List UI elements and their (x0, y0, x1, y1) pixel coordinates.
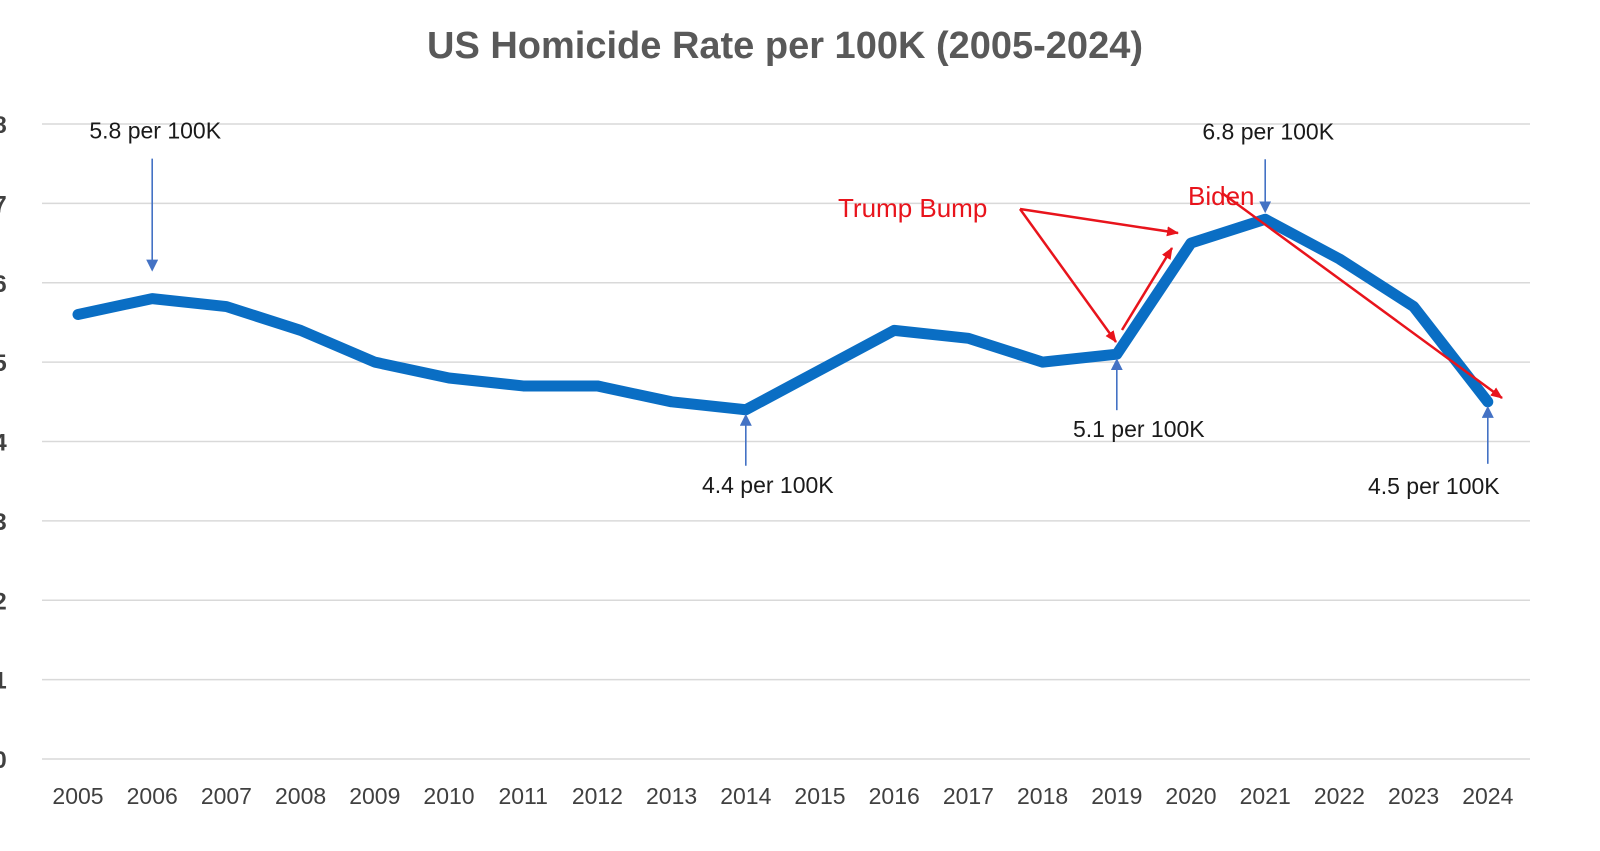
x-tick-label: 2024 (1462, 783, 1513, 809)
data-point (967, 337, 970, 340)
data-point (1041, 361, 1044, 364)
data-point (1190, 242, 1192, 245)
x-tick-label: 2012 (572, 783, 623, 809)
grid-lines (42, 123, 1530, 760)
trump-bump-annotation: Trump Bump (838, 193, 1179, 343)
data-point (1412, 305, 1415, 308)
data-point (299, 329, 302, 332)
x-tick-label: 2015 (794, 783, 845, 809)
annotation-layer: 5.8 per 100K 4.4 per 100K 5.1 per 100K 6.8 … (89, 118, 1500, 499)
x-axis-ticks: 2005 2006 2007 2008 2009 2010 2011 2012 2013 2014… (52, 783, 1513, 809)
y-axis-ticks: 0 1 2 3 4 5 6 7 8 (0, 112, 7, 774)
data-point (819, 369, 821, 372)
trump-bump-arrow-3 (1120, 247, 1174, 331)
data-point (1338, 257, 1341, 260)
data-point (744, 408, 747, 411)
x-tick-label: 2021 (1240, 783, 1291, 809)
biden-annotation: Biden (1188, 181, 1503, 400)
data-point (893, 329, 896, 332)
data-point (225, 305, 228, 308)
data-point (373, 361, 376, 364)
y-tick-label: 8 (0, 112, 7, 139)
x-tick-label: 2013 (646, 783, 697, 809)
data-point (448, 377, 450, 379)
annotation-label: 4.4 per 100K (702, 472, 834, 498)
x-tick-label: 2016 (869, 783, 920, 809)
series-layer (72, 213, 1494, 416)
x-tick-label: 2019 (1091, 783, 1142, 809)
x-tick-label: 2008 (275, 783, 326, 809)
x-tick-label: 2014 (720, 783, 771, 809)
annotation-label: 5.1 per 100K (1073, 416, 1205, 442)
data-point (1264, 218, 1267, 221)
y-tick-label: 3 (0, 509, 7, 536)
y-tick-label: 4 (0, 430, 7, 457)
y-tick-label: 5 (0, 350, 7, 377)
y-tick-label: 2 (0, 588, 7, 615)
data-point (596, 384, 599, 387)
annotation-label: 4.5 per 100K (1368, 473, 1500, 499)
data-point (77, 313, 79, 316)
x-tick-label: 2005 (52, 783, 103, 809)
y-tick-label: 7 (0, 191, 7, 218)
trump-bump-arrow-1 (1018, 208, 1118, 343)
x-tick-label: 2006 (127, 783, 178, 809)
y-tick-label: 1 (0, 668, 7, 695)
x-tick-label: 2009 (349, 783, 400, 809)
trump-bump-arrow-2 (1019, 207, 1179, 237)
x-tick-label: 2017 (943, 783, 994, 809)
trump-bump-label: Trump Bump (838, 193, 987, 223)
data-point (522, 384, 525, 387)
x-tick-label: 2010 (423, 783, 474, 809)
series-line (72, 213, 1494, 416)
annotation-label: 6.8 per 100K (1202, 118, 1334, 144)
x-tick-label: 2018 (1017, 783, 1068, 809)
x-tick-label: 2022 (1314, 783, 1365, 809)
x-tick-label: 2023 (1388, 783, 1439, 809)
x-tick-label: 2007 (201, 783, 252, 809)
data-point (151, 297, 154, 300)
x-tick-label: 2020 (1165, 783, 1216, 809)
biden-label: Biden (1188, 181, 1255, 211)
x-tick-label: 2011 (498, 783, 547, 809)
y-tick-label: 6 (0, 271, 7, 298)
annotation-label: 5.8 per 100K (89, 118, 221, 144)
biden-arrow (1221, 191, 1503, 400)
chart-title: US Homicide Rate per 100K (2005-2024) (427, 25, 1143, 67)
data-point (1486, 400, 1489, 403)
data-point (670, 400, 673, 403)
y-tick-label: 0 (0, 747, 7, 774)
data-point (1115, 353, 1118, 356)
